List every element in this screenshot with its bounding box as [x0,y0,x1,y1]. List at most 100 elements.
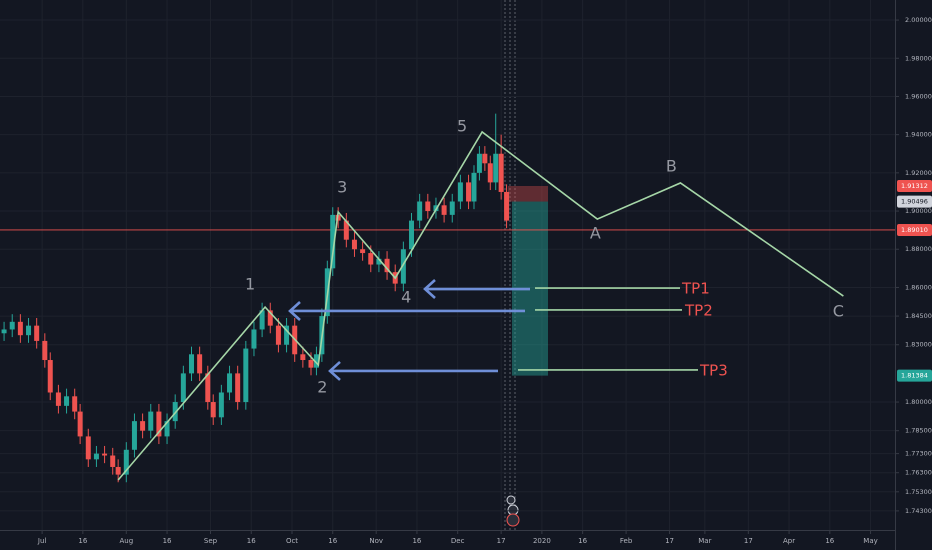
wave-label: 3 [337,178,347,197]
candle-body [93,453,99,460]
candle-body [131,421,137,450]
x-tick-label: Sep [204,537,218,545]
candle-body [284,325,290,345]
target-label: TP1 [681,280,710,298]
candle-body [376,258,382,265]
candle-body [351,239,357,250]
candle-body [409,220,415,250]
y-tick-label: 1.77300 [905,450,932,458]
candle-body [425,201,431,212]
price-tag [897,223,932,236]
y-tick-label: 1.76300 [905,469,932,477]
y-tick-label: 1.90000 [905,207,932,215]
candle-body [227,373,233,393]
candle-body [26,325,32,336]
candle-body [164,421,170,437]
y-tick-label: 1.98000 [905,54,932,62]
y-tick-label: 1.74300 [905,507,932,515]
candle-body [400,249,406,284]
candle-body [85,436,91,460]
x-tick-label: 16 [578,537,587,545]
candle-body [384,258,390,273]
candle-body [441,205,447,215]
y-tick-label: 1.94000 [905,131,932,139]
x-tick-label: 16 [247,537,256,545]
candle-body [498,153,504,192]
candle-body [308,360,314,368]
candle-body [482,153,488,164]
x-tick-label: May [863,537,877,545]
candle-body [140,421,146,431]
session-markers [504,0,516,530]
x-tick-label: Jul [37,537,47,545]
y-tick-label: 1.88000 [905,245,932,253]
candle-body [235,373,241,403]
target-arrow [288,301,525,321]
candle-body [449,201,455,215]
price-tag [897,195,932,208]
y-tick-label: 1.80000 [905,398,932,406]
wave-label: B [666,156,677,175]
candle-body [1,329,7,334]
candle-body [172,402,178,422]
y-tick-label: 1.75300 [905,488,932,496]
candle-body [330,214,336,269]
price-tag-label: 1.90496 [901,198,928,206]
candle-body [180,373,186,403]
candle-body [218,392,224,418]
x-tick-label: 17 [744,537,753,545]
x-tick-label: 16 [825,537,834,545]
candle-body [493,153,499,183]
y-tick-label: 1.86000 [905,283,932,291]
price-tag [897,369,932,382]
candle-body [156,411,162,437]
candle-body [188,354,194,374]
candle-body [476,153,482,173]
grid [0,0,895,530]
candle-body [360,249,366,254]
wave-label: 1 [245,275,255,294]
target-arrow [423,279,530,299]
price-tag-label: 1.81384 [901,372,928,380]
candle-body [123,449,129,475]
wave-label: C [833,302,844,321]
y-tick-label: 1.78500 [905,427,932,435]
candle-body [457,182,463,202]
wave-label: 2 [317,377,327,396]
candle-body [259,310,265,330]
candle-body [34,325,40,341]
target-arrow [328,360,498,381]
candle-body [197,354,203,374]
candle-body [504,191,510,221]
candle-body [267,310,273,326]
event-icon [506,513,520,527]
x-tick-label: Aug [119,537,133,545]
candle-body [205,373,211,403]
x-tick-label: Apr [783,537,795,545]
wave-label: A [590,224,601,243]
candle-body [275,325,281,345]
y-tick-label: 1.83000 [905,341,932,349]
x-tick-label: Dec [451,537,465,545]
candle-body [313,354,319,368]
x-tick-label: Mar [698,537,711,545]
y-tick-label: 1.84500 [905,312,932,320]
candle-body [115,466,121,475]
wave-line [117,130,844,481]
target-label: TP2 [684,301,713,319]
y-tick-label: 1.96000 [905,92,932,100]
x-tick-label: Oct [286,537,298,545]
candle-body [300,354,306,361]
candle-body [17,321,23,336]
wave-label: 5 [457,116,467,135]
price-tag-label: 1.91312 [901,182,928,190]
x-tick-label: Feb [620,537,633,545]
axes: 2.00000 1.98000 1.96000 1.94000 1.92000 1.900… [37,16,932,545]
candle-body [487,163,493,183]
wave-label: 4 [401,288,411,307]
candle-body [471,172,477,202]
event-icons [506,495,520,527]
x-tick-label: 17 [665,537,674,545]
x-tick-label: 16 [412,537,421,545]
